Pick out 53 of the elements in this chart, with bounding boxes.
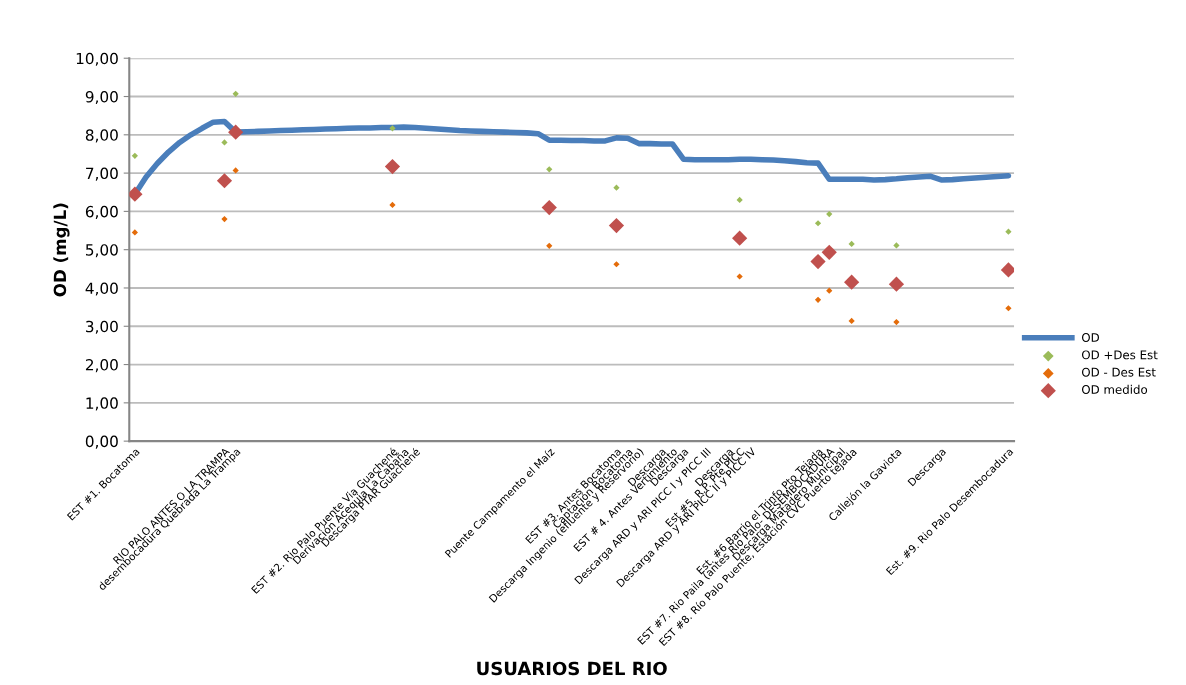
point [1005, 228, 1012, 235]
point [814, 296, 822, 303]
point [221, 215, 228, 223]
point [826, 210, 833, 218]
point [736, 196, 743, 204]
point [384, 158, 401, 175]
point [814, 220, 822, 227]
legend-label: OD [1081, 333, 1100, 342]
legend-label: OD +Des Est [1081, 350, 1158, 360]
point [848, 240, 855, 248]
y-tick-label: 4,00 [85, 282, 118, 296]
y-axis-title: OD (mg/L) [53, 203, 70, 297]
point [546, 166, 553, 173]
y-tick-label: 10,00 [76, 52, 118, 66]
point [608, 217, 625, 234]
y-tick-label: 6,00 [85, 205, 118, 219]
y-tick-label: 2,00 [85, 359, 118, 373]
point [216, 173, 233, 189]
point [228, 124, 244, 140]
legend-label: OD medido [1081, 384, 1148, 394]
point [1005, 305, 1012, 312]
y-tick-label: 5,00 [86, 244, 118, 258]
y-tick-label: 1,00 [86, 397, 118, 411]
point [131, 152, 138, 159]
point [1000, 262, 1015, 278]
point [232, 90, 239, 97]
point [129, 186, 143, 202]
point [888, 276, 905, 292]
x-axis-title: USUARIOS DEL RIO [477, 661, 667, 676]
point [848, 317, 855, 325]
point [613, 184, 620, 191]
point [810, 253, 826, 270]
point [732, 230, 748, 246]
y-tick-label: 3,00 [86, 320, 118, 334]
point [221, 139, 228, 146]
point [232, 167, 239, 174]
point [826, 287, 833, 294]
y-tick-label: 0,00 [85, 435, 118, 449]
point [389, 201, 396, 208]
y-tick-label: 7,00 [86, 167, 118, 181]
point [541, 199, 557, 216]
legend-label: OD - Des Est [1081, 367, 1156, 377]
point [389, 125, 396, 132]
point [893, 318, 900, 326]
point [736, 273, 743, 280]
point [546, 242, 553, 249]
y-tick-label: 9,00 [85, 90, 118, 105]
point [131, 229, 138, 236]
point [613, 261, 620, 268]
point [821, 244, 837, 260]
point [893, 242, 900, 249]
y-tick-label: 8,00 [85, 129, 118, 143]
point [844, 274, 860, 290]
